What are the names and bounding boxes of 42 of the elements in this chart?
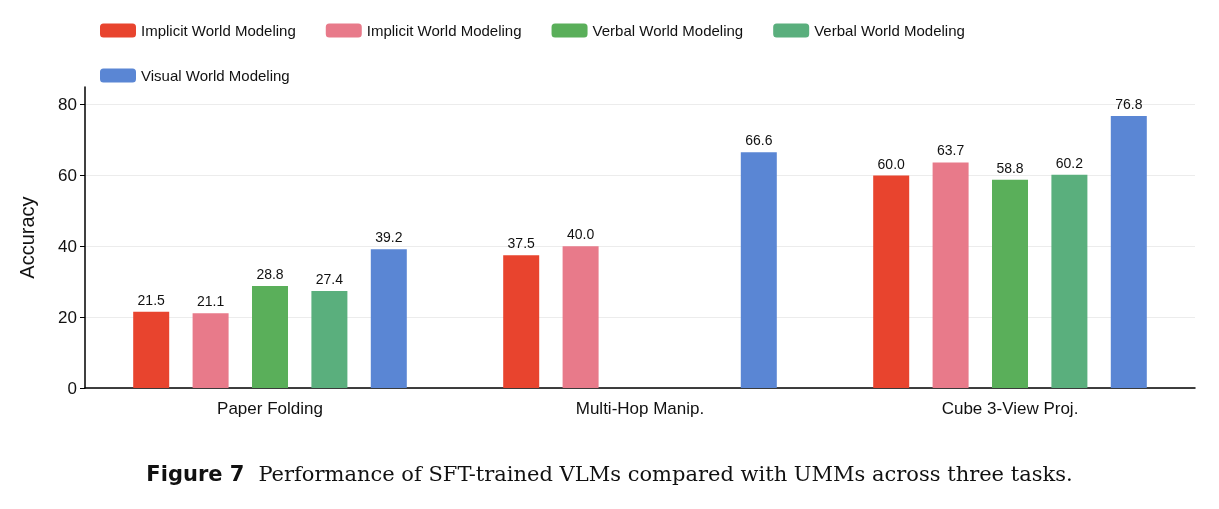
bar — [192, 313, 229, 388]
legend-label: Verbal World Modeling — [592, 22, 744, 39]
bar — [562, 246, 599, 388]
data-label: 76.8 — [1115, 96, 1143, 113]
data-label: 28.8 — [256, 266, 284, 283]
text: Performance of SFT-trained VLMs compared with UMMs across three tasks. — [258, 462, 1073, 486]
data-label: 66.6 — [745, 132, 773, 149]
bar — [740, 152, 777, 388]
legend-label: Visual World Modeling — [141, 67, 290, 84]
data-label: 63.7 — [936, 142, 965, 159]
y-tick-label: 0 — [67, 378, 77, 398]
bar — [503, 255, 540, 388]
x-tick-label: Cube 3-View Proj. — [941, 399, 1079, 418]
bar — [252, 286, 288, 388]
data-label: 40.0 — [566, 226, 595, 243]
legend-label: Implicit World Modeling — [141, 22, 296, 39]
y-tick-label: 40 — [58, 236, 77, 256]
y-axis-title: Accuracy — [16, 196, 38, 279]
data-label: 21.5 — [137, 291, 166, 308]
bar — [133, 311, 170, 388]
y-tick-label: 20 — [58, 307, 77, 327]
bar — [370, 249, 407, 388]
data-label: 60.2 — [1055, 154, 1084, 171]
data-label: 37.5 — [507, 235, 536, 252]
data-label: 39.2 — [375, 229, 403, 246]
bar — [873, 175, 910, 388]
bar — [992, 179, 1028, 388]
data-label: 60.0 — [877, 155, 906, 172]
bar — [1110, 116, 1147, 388]
bar — [932, 162, 969, 388]
bar — [1051, 174, 1088, 388]
legend-label: Implicit World Modeling — [366, 22, 522, 39]
data-label: 27.4 — [315, 270, 344, 287]
data-label: 58.8 — [996, 159, 1024, 176]
legend-label: Verbal World Modeling — [814, 22, 965, 39]
data-label: 21.1 — [196, 293, 225, 310]
caption: Figure 7 — [146, 462, 245, 486]
y-tick-label: 80 — [58, 95, 77, 115]
x-tick-label: Multi-Hop Manip. — [575, 399, 705, 418]
y-tick-label: 60 — [58, 166, 77, 186]
bar — [311, 290, 348, 388]
x-tick-label: Paper Folding — [217, 399, 323, 418]
